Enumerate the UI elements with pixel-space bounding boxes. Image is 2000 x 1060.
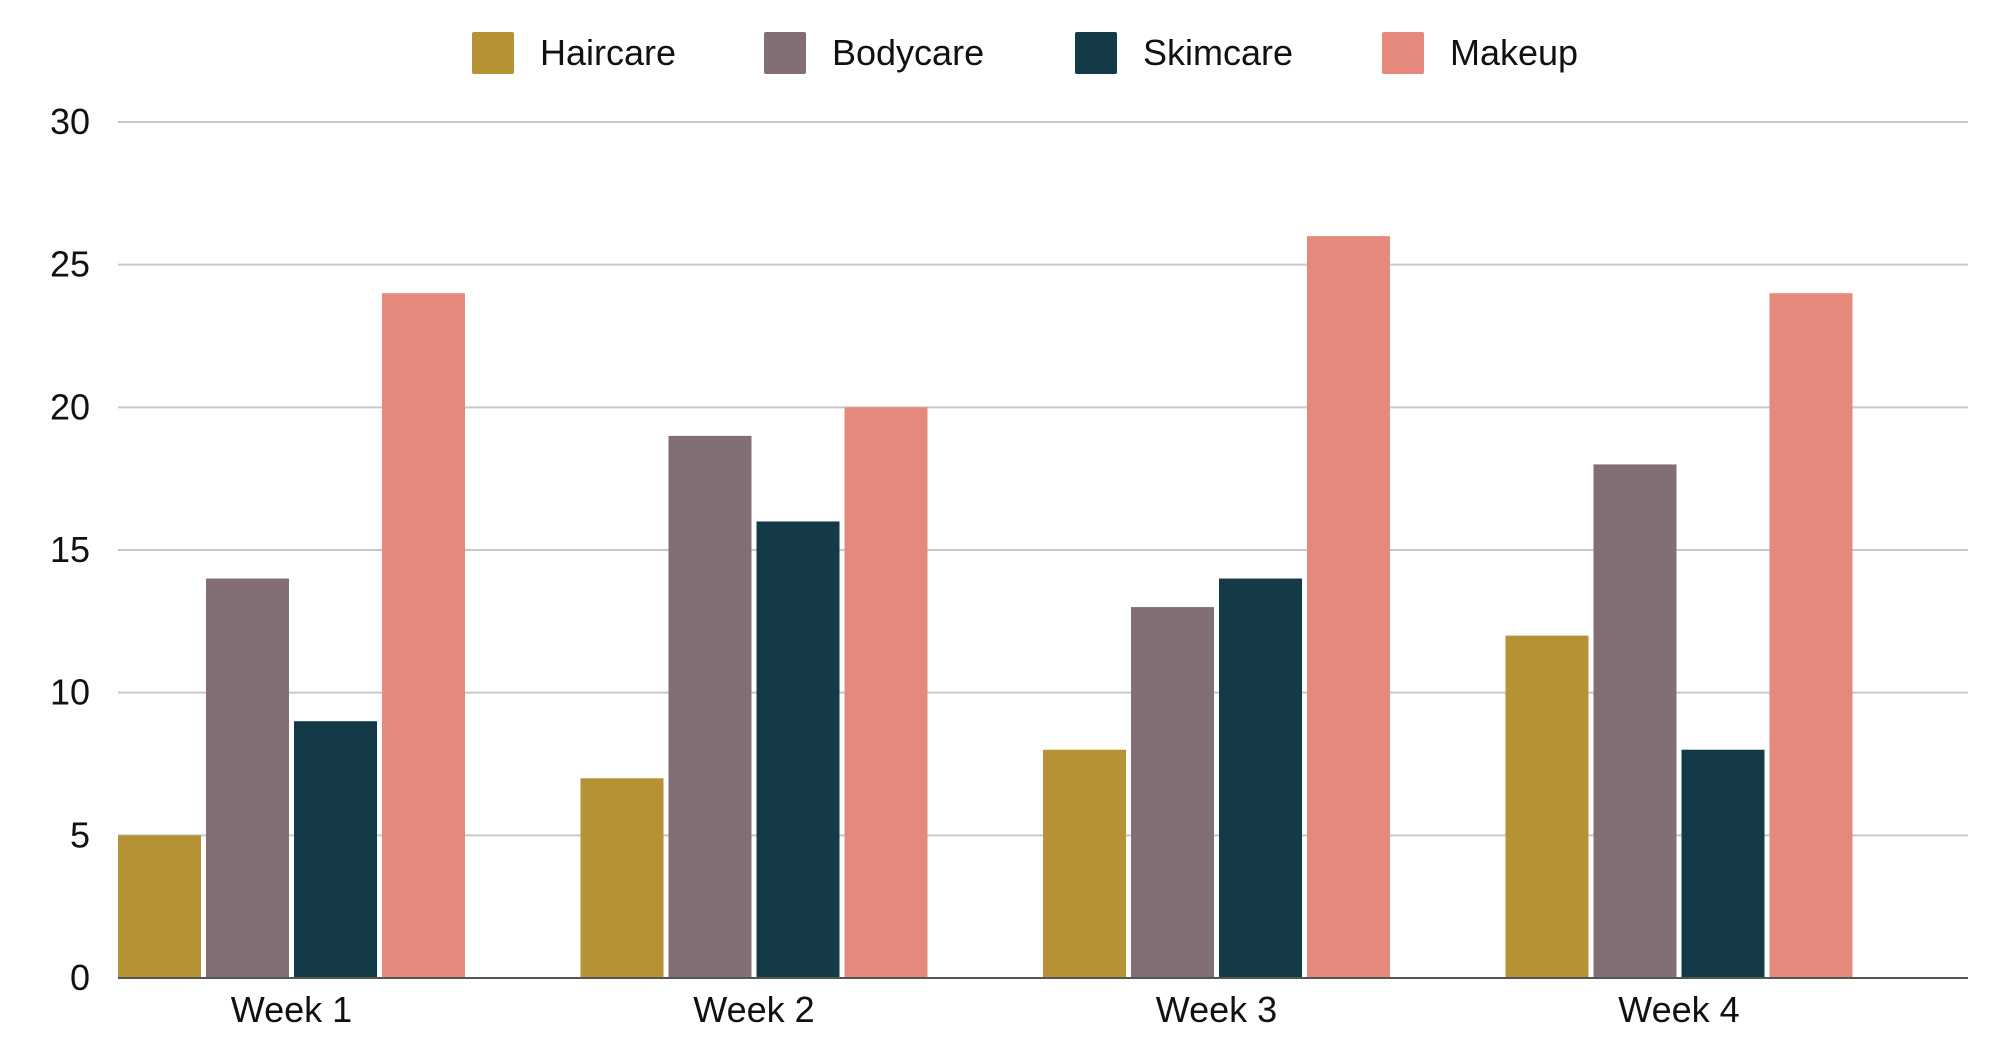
legend-label-makeup: Makeup bbox=[1450, 32, 1578, 73]
bar-bodycare-week-2 bbox=[668, 435, 752, 978]
legend: Haircare Bodycare Skimcare Makeup bbox=[472, 32, 1578, 74]
x-tick-label: Week 3 bbox=[1156, 989, 1277, 1030]
y-tick-label: 15 bbox=[50, 529, 90, 570]
y-tick-label: 25 bbox=[50, 244, 90, 285]
bars bbox=[118, 236, 1853, 979]
legend-label-bodycare: Bodycare bbox=[832, 32, 984, 73]
y-tick-label: 20 bbox=[50, 386, 90, 427]
x-axis: Week 1 Week 2 Week 3 Week 4 bbox=[118, 977, 1968, 1030]
bar-haircare-week-1 bbox=[118, 835, 201, 978]
x-tick-label: Week 1 bbox=[231, 989, 352, 1030]
bar-haircare-week-2 bbox=[580, 778, 664, 978]
legend-swatch-makeup bbox=[1382, 32, 1424, 74]
legend-label-haircare: Haircare bbox=[540, 32, 676, 73]
legend-label-skimcare: Skimcare bbox=[1143, 32, 1293, 73]
bar-makeup-week-2 bbox=[844, 407, 928, 978]
y-tick-label: 30 bbox=[50, 101, 90, 142]
bar-bodycare-week-1 bbox=[206, 578, 289, 978]
y-tick-label: 5 bbox=[70, 814, 90, 855]
y-tick-label: 10 bbox=[50, 672, 90, 713]
legend-swatch-skimcare bbox=[1075, 32, 1117, 74]
bar-skimcare-week-3 bbox=[1219, 578, 1302, 978]
legend-swatch-bodycare bbox=[764, 32, 806, 74]
y-tick-label: 0 bbox=[70, 957, 90, 998]
bar-bodycare-week-3 bbox=[1131, 607, 1214, 978]
x-tick-label: Week 4 bbox=[1618, 989, 1739, 1030]
bar-makeup-week-4 bbox=[1769, 293, 1853, 978]
bar-haircare-week-4 bbox=[1505, 635, 1589, 978]
y-axis: 0 5 10 15 20 25 30 bbox=[50, 101, 90, 998]
bar-makeup-week-3 bbox=[1307, 236, 1390, 979]
bar-skimcare-week-2 bbox=[756, 521, 840, 978]
bar-skimcare-week-4 bbox=[1681, 749, 1765, 978]
legend-swatch-haircare bbox=[472, 32, 514, 74]
bar-bodycare-week-4 bbox=[1593, 464, 1677, 978]
bar-haircare-week-3 bbox=[1043, 749, 1126, 978]
bar-makeup-week-1 bbox=[382, 293, 465, 978]
bar-skimcare-week-1 bbox=[294, 721, 377, 978]
x-tick-label: Week 2 bbox=[693, 989, 814, 1030]
